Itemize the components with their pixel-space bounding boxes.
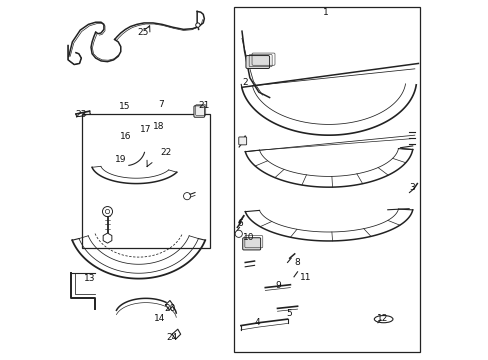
Text: 15: 15 [119,102,130,111]
Ellipse shape [373,316,392,323]
FancyBboxPatch shape [245,55,269,68]
FancyBboxPatch shape [242,238,260,250]
Text: 8: 8 [293,258,299,267]
Bar [234,7,419,352]
Text: 7: 7 [158,100,164,109]
Circle shape [105,210,109,214]
Text: 4: 4 [254,318,260,327]
Text: 6: 6 [237,219,243,228]
Text: 5: 5 [285,309,291,318]
Circle shape [235,230,242,237]
Text: 1: 1 [322,8,328,17]
Text: 12: 12 [376,314,387,323]
Circle shape [183,193,190,200]
Bar [82,114,209,248]
Text: 3: 3 [408,183,414,192]
Text: 19: 19 [115,156,126,165]
FancyBboxPatch shape [194,106,204,117]
Text: 11: 11 [299,273,310,282]
Text: 21: 21 [198,101,209,110]
Text: 14: 14 [154,314,165,323]
Text: 17: 17 [140,125,151,134]
Polygon shape [165,301,173,310]
Circle shape [195,23,200,27]
Text: 16: 16 [120,132,131,141]
Text: 18: 18 [153,122,164,131]
FancyBboxPatch shape [238,137,246,145]
Circle shape [102,207,112,217]
Text: 13: 13 [83,274,95,283]
Polygon shape [172,329,180,339]
Text: 23: 23 [75,110,86,119]
Text: 2: 2 [242,78,247,87]
Text: 24: 24 [166,333,177,342]
Text: 20: 20 [164,304,175,313]
Text: 25: 25 [137,28,148,37]
Text: 22: 22 [160,148,171,157]
Text: 9: 9 [275,281,281,290]
Text: 10: 10 [243,233,254,242]
